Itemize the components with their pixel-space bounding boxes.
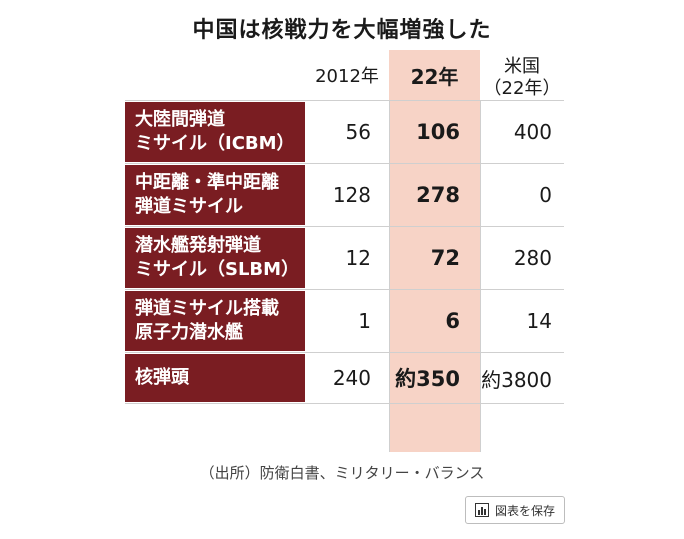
row-label: 核弾頭 xyxy=(125,354,305,402)
cell-us: 400 xyxy=(513,120,552,144)
column-header-us: 米国 （22年） xyxy=(480,56,564,100)
column-divider xyxy=(389,100,390,452)
row-label-line2: 弾道ミサイル xyxy=(135,196,243,217)
data-table: 大陸間弾道 ミサイル（ICBM） 56 106 400 中距離・準中距離 弾道ミ… xyxy=(125,100,564,404)
row-label-line1: 潜水艦発射弾道 xyxy=(135,235,261,256)
row-label: 大陸間弾道 ミサイル（ICBM） xyxy=(125,102,305,162)
row-label-line2: ミサイル（SLBM） xyxy=(135,259,300,280)
row-label-line1: 核弾頭 xyxy=(135,367,189,388)
column-header-us-line2: （22年） xyxy=(483,78,561,99)
row-label-line1: 弾道ミサイル搭載 xyxy=(135,298,279,319)
column-divider xyxy=(480,100,481,452)
column-header-2012: 2012年 xyxy=(315,66,379,87)
cell-2012: 56 xyxy=(345,120,371,144)
cell-2012: 240 xyxy=(332,366,371,390)
chart-icon xyxy=(474,503,489,517)
cell-2012: 128 xyxy=(332,183,371,207)
table-row: 大陸間弾道 ミサイル（ICBM） 56 106 400 xyxy=(125,100,564,163)
table-row: 潜水艦発射弾道 ミサイル（SLBM） 12 72 280 xyxy=(125,226,564,289)
cell-us: 14 xyxy=(526,309,552,333)
column-header-22: 22年 xyxy=(410,65,459,89)
save-chart-button[interactable]: 図表を保存 xyxy=(465,496,565,524)
row-label: 弾道ミサイル搭載 原子力潜水艦 xyxy=(125,291,305,351)
cell-22: 72 xyxy=(430,246,460,270)
cell-us: 280 xyxy=(513,246,552,270)
row-label-line1: 中距離・準中距離 xyxy=(135,172,279,193)
table-row: 中距離・準中距離 弾道ミサイル 128 278 0 xyxy=(125,163,564,226)
cell-22: 278 xyxy=(416,183,460,207)
cell-2012: 12 xyxy=(345,246,371,270)
row-label-line1: 大陸間弾道 xyxy=(135,109,225,130)
cell-22: 約350 xyxy=(395,367,460,391)
cell-22: 6 xyxy=(445,309,460,333)
row-label: 潜水艦発射弾道 ミサイル（SLBM） xyxy=(125,228,305,288)
source-note: （出所）防衛白書、ミリタリー・バランス xyxy=(199,464,485,482)
column-header-us-line1: 米国 xyxy=(504,56,540,77)
chart-title: 中国は核戦力を大幅増強した xyxy=(192,18,492,43)
row-label-line2: ミサイル（ICBM） xyxy=(135,133,295,154)
cell-us: 約3800 xyxy=(481,367,552,392)
save-chart-label: 図表を保存 xyxy=(494,503,555,518)
table-row: 弾道ミサイル搭載 原子力潜水艦 1 6 14 xyxy=(125,289,564,352)
cell-22: 106 xyxy=(416,120,460,144)
row-label-line2: 原子力潜水艦 xyxy=(135,322,243,343)
cell-2012: 1 xyxy=(358,309,371,333)
table-row: 核弾頭 240 約350 約3800 xyxy=(125,352,564,404)
highlight-column xyxy=(389,50,480,452)
row-label: 中距離・準中距離 弾道ミサイル xyxy=(125,165,305,225)
cell-us: 0 xyxy=(539,183,552,207)
